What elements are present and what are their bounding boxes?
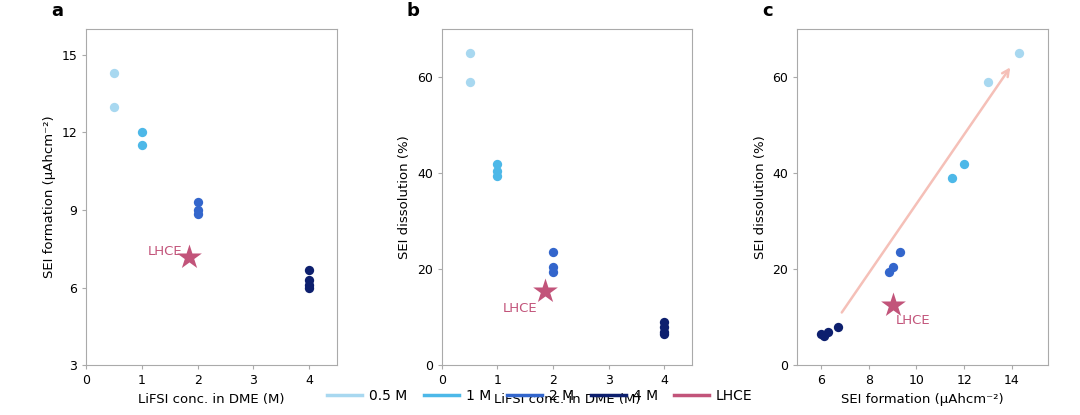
- Point: [134, 142, 151, 149]
- Text: LHCE: LHCE: [148, 245, 183, 258]
- Point: [300, 276, 318, 283]
- Point: [885, 302, 902, 308]
- Y-axis label: SEI dissolution (%): SEI dissolution (%): [399, 135, 411, 259]
- Point: [461, 78, 478, 85]
- X-axis label: LiFSI conc. in DME (M): LiFSI conc. in DME (M): [138, 393, 285, 406]
- Point: [180, 253, 198, 260]
- Y-axis label: SEI formation (μAhcm⁻²): SEI formation (μAhcm⁻²): [43, 116, 56, 278]
- Point: [1011, 50, 1028, 56]
- Text: c: c: [762, 2, 773, 20]
- Point: [544, 264, 562, 270]
- Point: [489, 172, 507, 179]
- Point: [815, 333, 833, 340]
- Point: [544, 268, 562, 275]
- Y-axis label: SEI dissolution (%): SEI dissolution (%): [754, 135, 767, 259]
- Point: [980, 78, 997, 85]
- Point: [656, 319, 673, 325]
- Point: [820, 328, 837, 335]
- Point: [536, 288, 553, 294]
- Point: [189, 207, 206, 213]
- Point: [134, 129, 151, 136]
- Text: a: a: [52, 2, 64, 20]
- Point: [944, 175, 961, 181]
- Point: [656, 323, 673, 330]
- Point: [189, 199, 206, 205]
- X-axis label: LiFSI conc. in DME (M): LiFSI conc. in DME (M): [494, 393, 640, 406]
- Text: b: b: [407, 2, 420, 20]
- Point: [812, 331, 829, 337]
- Point: [656, 328, 673, 335]
- Point: [656, 331, 673, 337]
- Point: [106, 70, 123, 76]
- Text: LHCE: LHCE: [896, 315, 931, 327]
- Point: [461, 50, 478, 56]
- Point: [544, 249, 562, 256]
- Point: [189, 211, 206, 217]
- Point: [300, 266, 318, 273]
- Text: LHCE: LHCE: [503, 303, 538, 315]
- Point: [891, 249, 908, 256]
- Point: [885, 264, 902, 270]
- Point: [489, 160, 507, 167]
- Point: [880, 268, 897, 275]
- Point: [489, 167, 507, 174]
- Point: [956, 160, 973, 167]
- Point: [300, 284, 318, 291]
- Legend: 0.5 M, 1 M, 2 M, 4 M, LHCE: 0.5 M, 1 M, 2 M, 4 M, LHCE: [322, 383, 758, 408]
- X-axis label: SEI formation (μAhcm⁻²): SEI formation (μAhcm⁻²): [841, 393, 1003, 406]
- Point: [106, 103, 123, 110]
- Point: [300, 282, 318, 288]
- Point: [829, 323, 847, 330]
